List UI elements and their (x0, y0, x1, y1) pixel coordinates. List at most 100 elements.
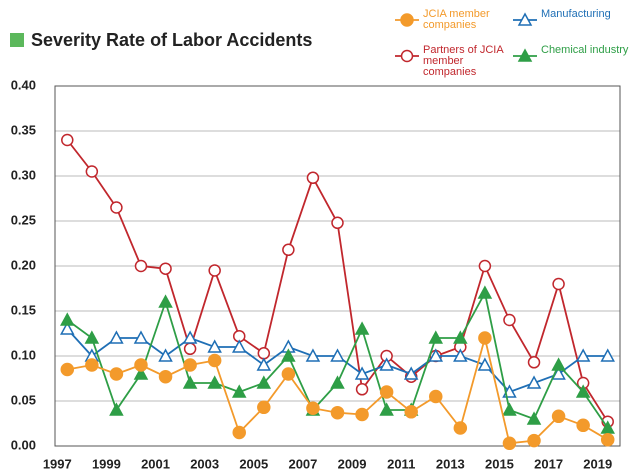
y-tick-label: 0.05 (11, 392, 36, 407)
legend-marker (517, 12, 533, 26)
point (478, 259, 492, 273)
point (575, 348, 591, 362)
point (305, 348, 321, 362)
point (527, 356, 541, 369)
point (600, 348, 615, 362)
point (257, 400, 271, 415)
point (231, 339, 247, 353)
point (158, 294, 173, 308)
point (379, 385, 394, 399)
point (575, 384, 591, 398)
chart-title: Severity Rate of Labor Accidents (31, 30, 312, 50)
x-tick-label: 2015 (485, 456, 514, 471)
point (207, 353, 222, 368)
y-tick-label: 0.40 (11, 77, 36, 92)
point (576, 418, 590, 433)
point (306, 401, 320, 415)
series (60, 331, 615, 451)
point (207, 339, 222, 353)
point (110, 201, 123, 214)
plot-frame (54, 85, 621, 447)
legend-label: Manufacturing (541, 8, 611, 20)
point (85, 358, 99, 372)
point (453, 421, 468, 435)
series (60, 321, 615, 398)
point (257, 347, 271, 360)
point (526, 375, 542, 389)
point (60, 312, 75, 326)
point (208, 264, 221, 277)
x-tick-label: 2011 (387, 456, 415, 471)
point (109, 402, 124, 416)
point (158, 369, 173, 384)
point (526, 411, 542, 425)
y-tick-label: 0.25 (11, 212, 36, 227)
legend-marker (400, 13, 414, 27)
point (84, 330, 100, 344)
point (354, 321, 370, 335)
x-tick-label: 2007 (288, 456, 317, 471)
point (231, 384, 247, 398)
point (109, 367, 124, 381)
point (256, 375, 272, 389)
point (134, 358, 148, 372)
point (133, 366, 149, 380)
point (109, 330, 124, 344)
legend-marker (400, 49, 414, 63)
y-tick-label: 0.20 (11, 257, 36, 272)
point (453, 330, 468, 344)
legend-label: Chemical industry (541, 44, 629, 56)
point (428, 330, 444, 344)
point (330, 405, 345, 420)
point (159, 262, 172, 275)
point (60, 362, 75, 377)
point (281, 367, 296, 381)
point (551, 409, 566, 424)
point (600, 432, 615, 447)
x-tick-label: 2013 (436, 456, 465, 471)
point (158, 348, 173, 362)
point (552, 277, 565, 291)
point (502, 436, 517, 451)
point (478, 331, 492, 345)
y-tick-label: 0.10 (11, 347, 36, 362)
point (232, 425, 246, 440)
point (355, 407, 369, 422)
point (379, 402, 394, 416)
point (85, 165, 99, 178)
point (183, 342, 197, 356)
point (527, 433, 541, 448)
legend-marker (517, 48, 533, 62)
point (256, 357, 272, 371)
x-tick-label: 2001 (141, 456, 170, 471)
x-tick-label: 1999 (92, 456, 121, 471)
point (282, 243, 295, 257)
legend-label: JCIA member companies (423, 8, 490, 31)
x-tick-label: 2019 (583, 456, 612, 471)
point (453, 348, 468, 362)
point (429, 389, 443, 404)
point (551, 357, 566, 371)
y-tick-label: 0.35 (11, 122, 36, 137)
point (60, 321, 75, 335)
point (477, 357, 493, 371)
point (306, 171, 320, 185)
legend-label: Partners of JCIA member companies (423, 44, 504, 78)
point (281, 348, 296, 362)
y-tick-label: 0.30 (11, 167, 36, 182)
point (477, 285, 493, 299)
point (182, 375, 198, 389)
point (330, 375, 345, 389)
point (503, 313, 516, 327)
point (134, 259, 148, 273)
point (133, 330, 149, 344)
point (404, 405, 418, 419)
x-tick-label: 2003 (190, 456, 219, 471)
y-tick-label: 0.15 (11, 302, 36, 317)
point (331, 216, 344, 230)
point (182, 330, 198, 344)
point (354, 366, 370, 380)
point (207, 375, 222, 389)
point (502, 402, 517, 416)
